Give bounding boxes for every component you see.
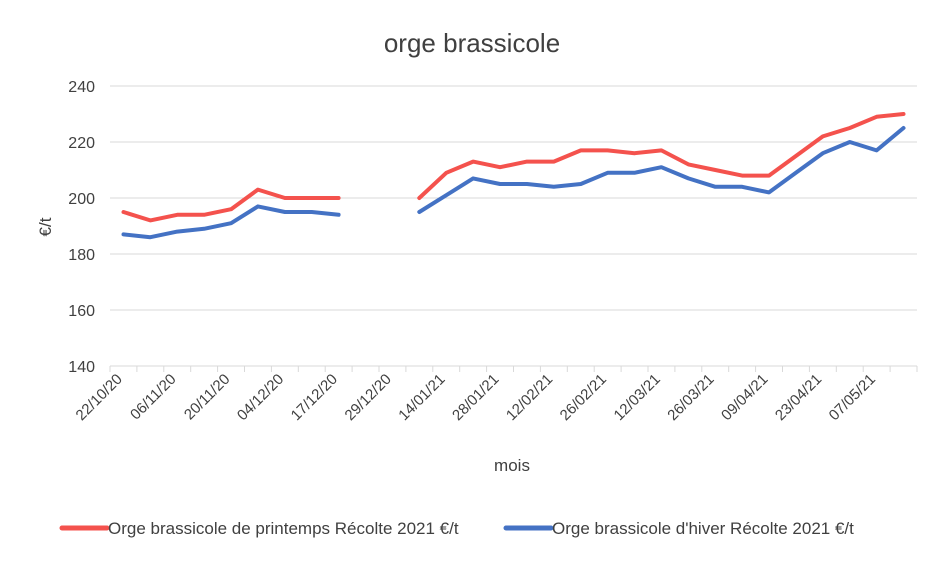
x-tick-label: 06/11/20 (127, 371, 180, 424)
x-tick-label: 04/12/20 (234, 371, 287, 424)
legend: Orge brassicole de printemps Récolte 202… (59, 519, 854, 538)
series-1-line (417, 112, 906, 200)
x-tick-label: 12/02/21 (503, 371, 556, 424)
y-tick-label: 220 (68, 135, 95, 152)
y-axis-label: €/t (36, 217, 55, 236)
legend-label-1: Orge brassicole de printemps Récolte 202… (108, 519, 459, 538)
x-tick-label: 17/12/20 (288, 371, 341, 424)
y-tick-label: 160 (68, 303, 95, 320)
x-tick-label: 29/12/20 (342, 371, 395, 424)
y-tick-label: 200 (68, 191, 95, 208)
x-tick-label: 20/11/20 (181, 371, 234, 424)
gridlines (110, 85, 917, 311)
y-tick-label: 180 (68, 247, 95, 264)
x-tick-label: 12/03/21 (611, 371, 664, 424)
x-tick-label: 09/04/21 (718, 371, 771, 424)
x-tick-label: 07/05/21 (826, 371, 879, 424)
x-axis: 22/10/20 06/11/20 20/11/20 04/12/20 17/12/20… (73, 365, 918, 424)
legend-label-2: Orge brassicole d'hiver Récolte 2021 €/t (552, 519, 854, 538)
y-tick-label: 140 (68, 359, 95, 376)
x-axis-label: mois (494, 456, 530, 475)
series-2-line (121, 204, 341, 240)
y-axis-ticks: 140 160 180 200 220 240 (68, 79, 95, 376)
series-1-line (121, 187, 341, 223)
y-tick-label: 240 (68, 79, 95, 96)
series-lines (121, 112, 906, 240)
x-tick-label: 26/02/21 (557, 371, 610, 424)
x-tick-label: 26/03/21 (664, 371, 717, 424)
x-tick-label: 22/10/20 (73, 371, 126, 424)
x-tick-label: 23/04/21 (772, 371, 825, 424)
series-2-line (417, 126, 906, 214)
x-tick-label: 28/01/21 (449, 371, 502, 424)
x-tick-label: 14/01/21 (395, 371, 448, 424)
chart-title: orge brassicole (384, 28, 560, 58)
